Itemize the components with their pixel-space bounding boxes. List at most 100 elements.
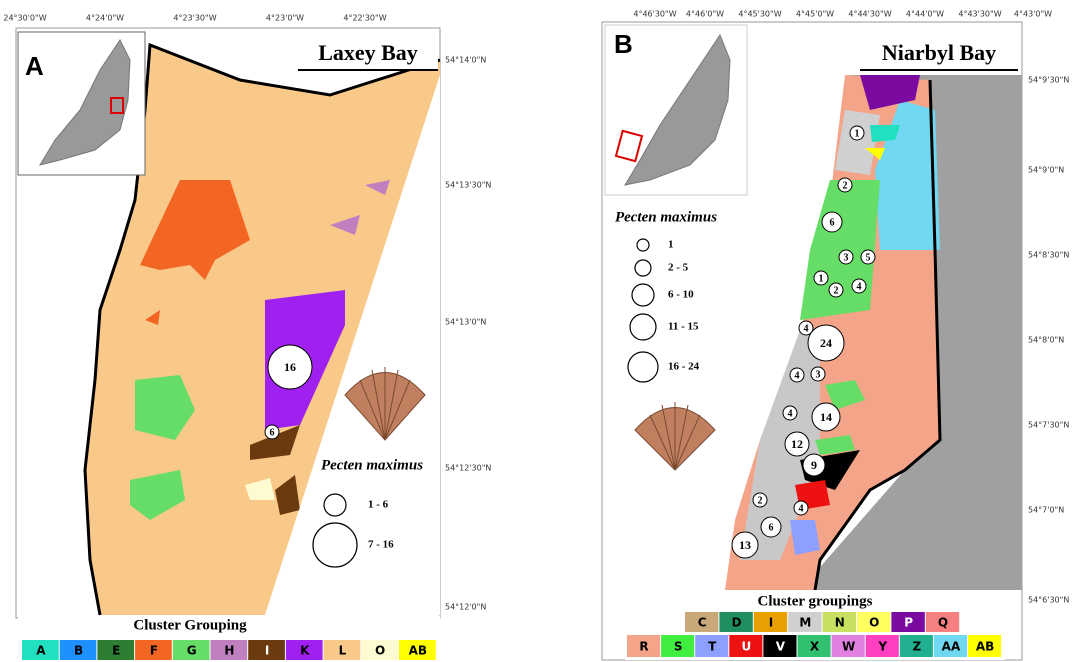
longitude-label: 4°23'30"W [173, 14, 216, 23]
latitude-label: 54°7'0"N [1028, 506, 1064, 515]
legend-label: 6 - 10 [668, 289, 694, 301]
cluster-code: AA [942, 640, 961, 654]
abundance-label: 6 [830, 217, 835, 228]
abundance-label: 1 [819, 273, 824, 284]
latitude-label: 54°9'0"N [1028, 166, 1064, 175]
abundance-label: 6 [769, 522, 774, 533]
abundance-label: 5 [866, 252, 871, 263]
latitude-label: 54°12'30"N [445, 464, 491, 473]
longitude-label: 4°45'30"W [738, 10, 781, 19]
panel-letter: B [614, 29, 633, 59]
abundance-label: 1 [855, 128, 860, 139]
legend-label: 16 - 24 [668, 361, 700, 373]
latitude-label: 54°8'30"N [1028, 251, 1069, 260]
abundance-label: 4 [799, 503, 804, 514]
cluster-code: V [776, 640, 786, 654]
cluster-code: F [150, 644, 158, 658]
cluster-code: Z [912, 640, 921, 654]
legend-title: Pecten maximus [321, 457, 423, 473]
abundance-label: 24 [820, 336, 832, 350]
figure: 24°30'0"W 4°24'0"W 4°23'30"W 4°23'0"W 4°22'3… [0, 0, 1073, 662]
abundance-label: 13 [739, 538, 751, 552]
map-title: Niarbyl Bay [882, 40, 996, 65]
legend-symbol [632, 284, 654, 306]
latitude-label: 54°7'30"N [1028, 421, 1069, 430]
legend-symbol [630, 314, 656, 340]
cluster-code: H [224, 644, 234, 658]
legend-title: Pecten maximus [615, 209, 717, 225]
longitude-label: 4°43'0"W [1014, 10, 1052, 19]
cluster-code: G [187, 644, 197, 658]
cluster-code: R [639, 640, 648, 654]
cluster-code: D [732, 616, 742, 630]
abundance-label: 3 [816, 369, 821, 380]
longitude-label: 4°22'30"W [343, 14, 386, 23]
legend-symbol [628, 352, 658, 382]
panel-a-map [16, 28, 440, 660]
abundance-label: 2 [843, 180, 848, 191]
latitude-label: 54°8'0"N [1028, 336, 1064, 345]
longitude-label: 24°30'0"W [3, 14, 46, 23]
cluster-code: Y [877, 640, 887, 654]
cluster-title: Cluster Grouping [133, 617, 247, 633]
cluster-code: T [708, 640, 717, 654]
cluster-code: B [74, 644, 83, 658]
legend-label: 11 - 15 [668, 321, 699, 333]
cluster-code: AB [409, 644, 427, 658]
abundance-label: 4 [804, 323, 809, 334]
cluster-code: L [339, 644, 347, 658]
cluster-code: X [810, 640, 820, 654]
abundance-label: 4 [857, 281, 862, 292]
abundance-label: 9 [811, 458, 817, 472]
abundance-label: 2 [834, 285, 839, 296]
abundance-label: 4 [788, 408, 793, 419]
legend-label: 7 - 16 [368, 539, 394, 551]
cluster-code: Q [938, 616, 948, 630]
abundance-label: 4 [795, 370, 800, 381]
longitude-label: 4°46'30"W [633, 10, 676, 19]
cluster-code: M [799, 616, 811, 630]
abundance-label: 14 [820, 410, 832, 424]
cluster-code: U [741, 640, 751, 654]
cluster-code: AB [976, 640, 994, 654]
cluster-code: O [375, 644, 385, 658]
longitude-label: 4°43'30"W [958, 10, 1001, 19]
longitude-label: 4°24'0"W [86, 14, 124, 23]
cluster-code: O [869, 616, 879, 630]
cluster-title: Cluster groupings [758, 593, 873, 609]
cluster-code: K [300, 644, 310, 658]
longitude-label: 4°46'0"W [686, 10, 724, 19]
cluster-code: N [835, 616, 845, 630]
longitude-label: 4°44'0"W [906, 10, 944, 19]
longitude-label: 4°45'0"W [796, 10, 834, 19]
latitude-label: 54°9'30"N [1028, 76, 1069, 85]
legend-symbol [635, 260, 651, 276]
longitude-label: 4°44'30"W [848, 10, 891, 19]
panel-letter: A [25, 51, 44, 81]
cluster-t-area [790, 520, 820, 555]
cluster-code: W [842, 640, 855, 654]
legend-label: 2 - 5 [668, 262, 689, 274]
abundance-label: 3 [844, 252, 849, 263]
latitude-label: 54°13'30"N [445, 181, 491, 190]
cluster-code: I [769, 616, 773, 630]
legend-label: 1 - 6 [368, 499, 389, 511]
abundance-label: 16 [284, 360, 296, 374]
cluster-code: I [265, 644, 269, 658]
abundance-label: 12 [791, 437, 803, 451]
latitude-label: 54°12'0"N [445, 603, 486, 612]
cluster-code: A [36, 644, 46, 658]
legend-symbol [324, 494, 346, 516]
cluster-code: P [904, 616, 913, 630]
latitude-label: 54°14'0"N [445, 56, 486, 65]
abundance-label: 2 [758, 495, 763, 506]
abundance-label: 6 [270, 427, 275, 438]
map-title: Laxey Bay [318, 40, 418, 65]
cluster-code: E [112, 644, 120, 658]
latitude-label: 54°13'0"N [445, 318, 486, 327]
cluster-code: S [674, 640, 683, 654]
legend-symbol [313, 523, 357, 567]
cluster-code: C [698, 616, 707, 630]
longitude-label: 4°23'0"W [266, 14, 304, 23]
legend-symbol [637, 239, 649, 251]
